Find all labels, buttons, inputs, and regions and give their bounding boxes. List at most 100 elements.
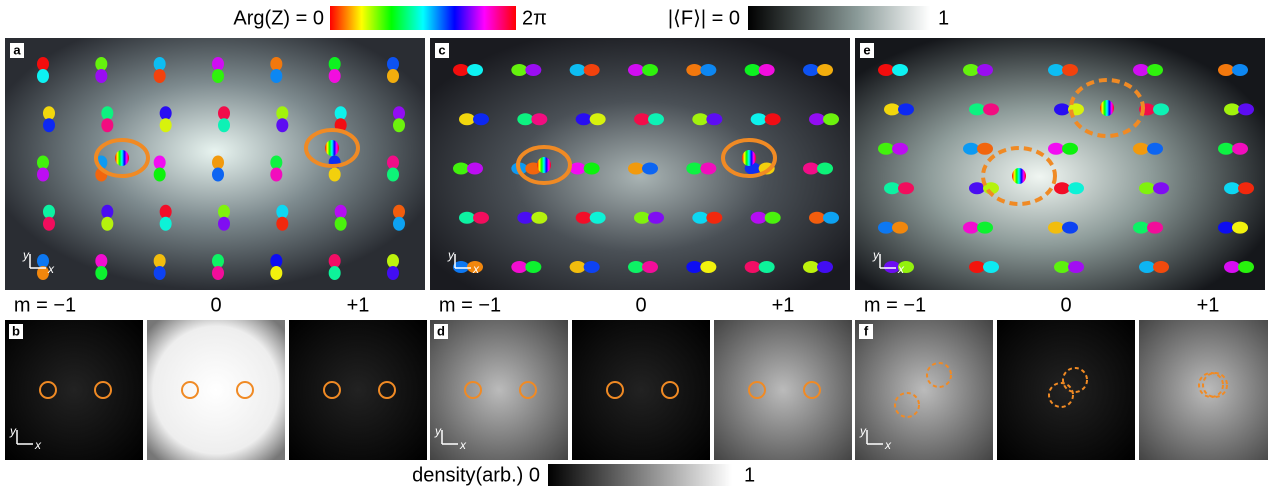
component-label: 0 (635, 294, 646, 316)
spin-lobe (473, 212, 489, 224)
spin-lobe (387, 168, 399, 182)
spin-lobe (101, 118, 113, 132)
spin-lobe (467, 163, 483, 175)
spin-lobe (803, 163, 819, 175)
panel-background (855, 38, 1265, 290)
spin-lobe (43, 118, 55, 132)
axis-label: x (472, 262, 480, 276)
component-density (1139, 320, 1268, 460)
spin-lobe (884, 103, 900, 115)
spin-lobe (765, 113, 781, 125)
spin-lobe (154, 168, 166, 182)
spin-lobe (154, 254, 166, 268)
spin-lobe (570, 163, 586, 175)
spin-lobe (101, 205, 113, 219)
spin-lobe (212, 156, 224, 170)
spin-lobe (335, 217, 347, 231)
spin-lobe (270, 168, 282, 182)
spin-lobe (686, 163, 702, 175)
spin-lobe (884, 182, 900, 194)
spin-lobe (1133, 143, 1149, 155)
spin-lobe (576, 212, 592, 224)
component-density (5, 320, 143, 460)
spin-lobe (154, 69, 166, 83)
spin-lobe (212, 168, 224, 182)
spin-lobe (218, 118, 230, 132)
spin-lobe (270, 156, 282, 170)
axis-label: x (34, 438, 42, 452)
spin-lobe (43, 217, 55, 231)
component-label: 0 (1060, 294, 1071, 316)
spin-lobe (692, 212, 708, 224)
spin-lobe (270, 69, 282, 83)
spin-lobe (1147, 143, 1163, 155)
spin-lobe (1218, 64, 1234, 76)
spin-lobe (634, 212, 650, 224)
spin-lobe (43, 106, 55, 120)
spin-lobe (590, 212, 606, 224)
spin-lobe (1068, 182, 1084, 194)
spin-lobe (686, 64, 702, 76)
spin-lobe (1133, 222, 1149, 234)
spin-lobe (511, 64, 527, 76)
spin-lobe (329, 57, 341, 71)
spin-lobe (329, 168, 341, 182)
spin-lobe (212, 266, 224, 280)
axis-label: y (872, 248, 880, 262)
panel-label: f (864, 323, 869, 338)
spin-lobe (43, 205, 55, 219)
spin-lobe (642, 163, 658, 175)
spin-lobe (1054, 103, 1070, 115)
spin-lobe (459, 113, 475, 125)
spin-lobe (706, 113, 722, 125)
spin-lobe (817, 261, 833, 273)
spin-lobe (803, 64, 819, 76)
spin-lobe (95, 57, 107, 71)
spin-lobe (1238, 261, 1254, 273)
spin-lobe (878, 222, 894, 234)
panel-label: c (438, 42, 445, 57)
axis-label: y (447, 248, 455, 262)
spin-lobe (212, 254, 224, 268)
spin-lobe (467, 64, 483, 76)
component-density (430, 320, 568, 460)
spin-lobe (160, 205, 172, 219)
spin-lobe (809, 113, 825, 125)
spin-lobe (95, 69, 107, 83)
panel-label: d (437, 323, 445, 338)
spin-lobe (393, 118, 405, 132)
colorbar-label: Arg(Z) = 0 (233, 7, 324, 29)
spin-lobe (817, 163, 833, 175)
spin-lobe (1054, 261, 1070, 273)
spin-lobe (584, 163, 600, 175)
spin-lobe (648, 113, 664, 125)
spin-lobe (212, 57, 224, 71)
axis-label: y (859, 424, 867, 438)
spin-lobe (276, 118, 288, 132)
spin-lobe (276, 205, 288, 219)
spin-lobe (759, 64, 775, 76)
component-label: 0 (210, 294, 221, 316)
panel-label: b (12, 323, 20, 338)
spin-lobe (642, 261, 658, 273)
spin-lobe (270, 254, 282, 268)
spin-lobe (1153, 261, 1169, 273)
spin-lobe (823, 212, 839, 224)
spin-lobe (525, 261, 541, 273)
spin-lobe (634, 113, 650, 125)
density-colorbar (548, 464, 732, 486)
spin-lobe (1218, 222, 1234, 234)
spin-lobe (576, 113, 592, 125)
spin-lobe (700, 163, 716, 175)
component-label: m = −1 (864, 294, 926, 316)
spin-lobe (809, 212, 825, 224)
spin-lobe (1224, 182, 1240, 194)
spin-lobe (393, 106, 405, 120)
colorbar-label: 1 (938, 7, 949, 29)
component-label: m = −1 (14, 294, 76, 316)
spin-lobe (765, 212, 781, 224)
spin-lobe (1224, 103, 1240, 115)
spin-lobe (453, 64, 469, 76)
spin-lobe (387, 69, 399, 83)
spin-lobe (817, 64, 833, 76)
